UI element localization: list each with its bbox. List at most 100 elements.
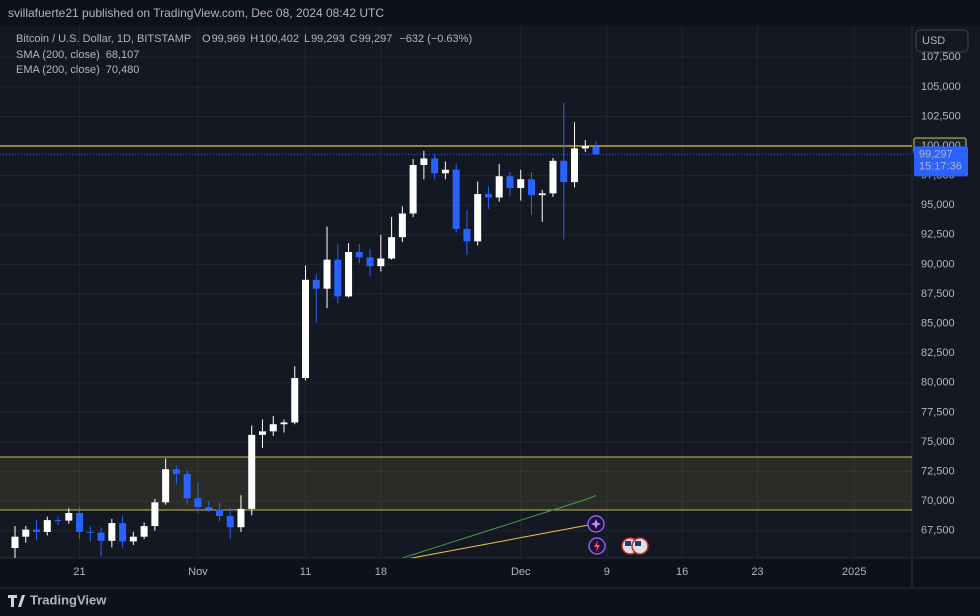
candle-body (269, 424, 277, 432)
candle-body (291, 378, 299, 423)
candle-body (560, 160, 568, 183)
candle-body (205, 507, 213, 510)
legend-value: 99,297 (359, 33, 393, 45)
candle-body (172, 469, 180, 474)
candle-body (54, 520, 62, 522)
candle-body (215, 509, 223, 516)
x-tick-label: 21 (73, 566, 85, 578)
candle-body (463, 228, 471, 242)
x-tick-label: 23 (751, 566, 763, 578)
candle-body (431, 158, 439, 174)
zone (0, 457, 912, 511)
candle-body (11, 536, 19, 549)
x-tick-label: 16 (676, 566, 688, 578)
legend-value: 68,107 (106, 49, 140, 61)
published-note: svillafuerte21 published on TradingView.… (8, 6, 384, 20)
candle-body (420, 158, 428, 165)
candle-body (183, 473, 191, 499)
candle-body (302, 279, 310, 379)
candle-body (377, 258, 385, 267)
legend-value: 99,293 (311, 33, 345, 45)
candle-body (474, 193, 482, 242)
candle-body (65, 513, 73, 521)
event-icons (587, 515, 649, 555)
y-tick-label: 92,500 (921, 229, 955, 241)
candle-body (334, 259, 342, 297)
y-tick-label: 85,000 (921, 318, 955, 330)
candle-body (280, 422, 288, 425)
legend-value: 100,402 (259, 33, 299, 45)
axes: 67,500 70,000 72,500 75,000 77,500 80,000 82,5… (73, 51, 968, 578)
candle-body (248, 434, 256, 509)
y-tick-label: 105,000 (921, 81, 961, 93)
x-tick-label: 2025 (842, 566, 866, 578)
y-tick-label: 102,500 (921, 110, 961, 122)
countdown-label: 15:17:36 (919, 160, 962, 172)
footer-logo (8, 595, 25, 607)
y-tick-label: 77,500 (921, 406, 955, 418)
indicator-line (409, 523, 597, 558)
last-price-box (914, 146, 968, 177)
candle-body (119, 523, 127, 542)
candle-body (86, 531, 94, 533)
indicator-line (402, 495, 597, 558)
candle-body (571, 148, 579, 183)
x-tick-label: 18 (375, 566, 387, 578)
x-tick-label: 11 (300, 566, 311, 578)
legend-entry: SMA (200, close) (16, 49, 100, 61)
x-tick-label: Dec (511, 566, 531, 578)
candle-body (355, 251, 363, 258)
legend-change: −632 (−0.63%) (399, 33, 472, 45)
candle-body (97, 532, 105, 541)
candle-body (345, 251, 353, 297)
legend-title: Bitcoin / U.S. Dollar, 1D, BITSTAMP (16, 33, 191, 45)
candle-body (441, 169, 449, 174)
candle-body (592, 146, 600, 155)
candle-body (129, 536, 137, 542)
candle-body (194, 498, 202, 508)
candle-body (108, 523, 116, 541)
candle-body (237, 508, 245, 528)
y-tick-label: 87,500 (921, 288, 955, 300)
candle-body (151, 502, 159, 527)
y-tick-label: 90,000 (921, 258, 955, 270)
candle-body (258, 431, 266, 435)
y-tick-label: 67,500 (921, 525, 955, 537)
currency[interactable]: USD (922, 35, 945, 47)
candle-body (323, 259, 331, 289)
price-axis (912, 26, 980, 558)
candle-body (484, 193, 492, 198)
candle-body (366, 257, 374, 267)
legend-key: O (202, 33, 211, 45)
legend-key: H (250, 33, 258, 45)
candle-body (581, 146, 589, 149)
y-tick-label: 70,000 (921, 495, 955, 507)
candle-body (162, 469, 170, 503)
y-tick-label: 75,000 (921, 436, 955, 448)
candle-body (398, 213, 406, 238)
x-tick-label: 9 (604, 566, 610, 578)
last-price-label: 99,297 (919, 148, 953, 160)
y-tick-label: 80,000 (921, 377, 955, 389)
candle-body (527, 179, 535, 196)
candle-body (76, 513, 84, 532)
legend-key: C (350, 33, 358, 45)
plot-area (0, 26, 912, 558)
legend-key: L (304, 33, 310, 45)
y-tick-label: 107,500 (921, 51, 961, 63)
legend-value: 70,480 (106, 64, 140, 76)
x-tick-label: Nov (188, 566, 208, 578)
candle-body (388, 237, 396, 259)
y-tick-label: 82,500 (921, 347, 955, 359)
candle-body (33, 529, 41, 532)
candle-body (549, 160, 557, 194)
y-tick-label: 95,000 (921, 199, 955, 211)
candle-body (495, 176, 503, 198)
candle-body (43, 520, 51, 532)
candle-body (538, 193, 546, 196)
candle-body (409, 164, 417, 214)
footer-brand: TradingView (30, 592, 107, 607)
legend-value: 99,969 (212, 33, 246, 45)
currency-button[interactable] (915, 29, 969, 53)
